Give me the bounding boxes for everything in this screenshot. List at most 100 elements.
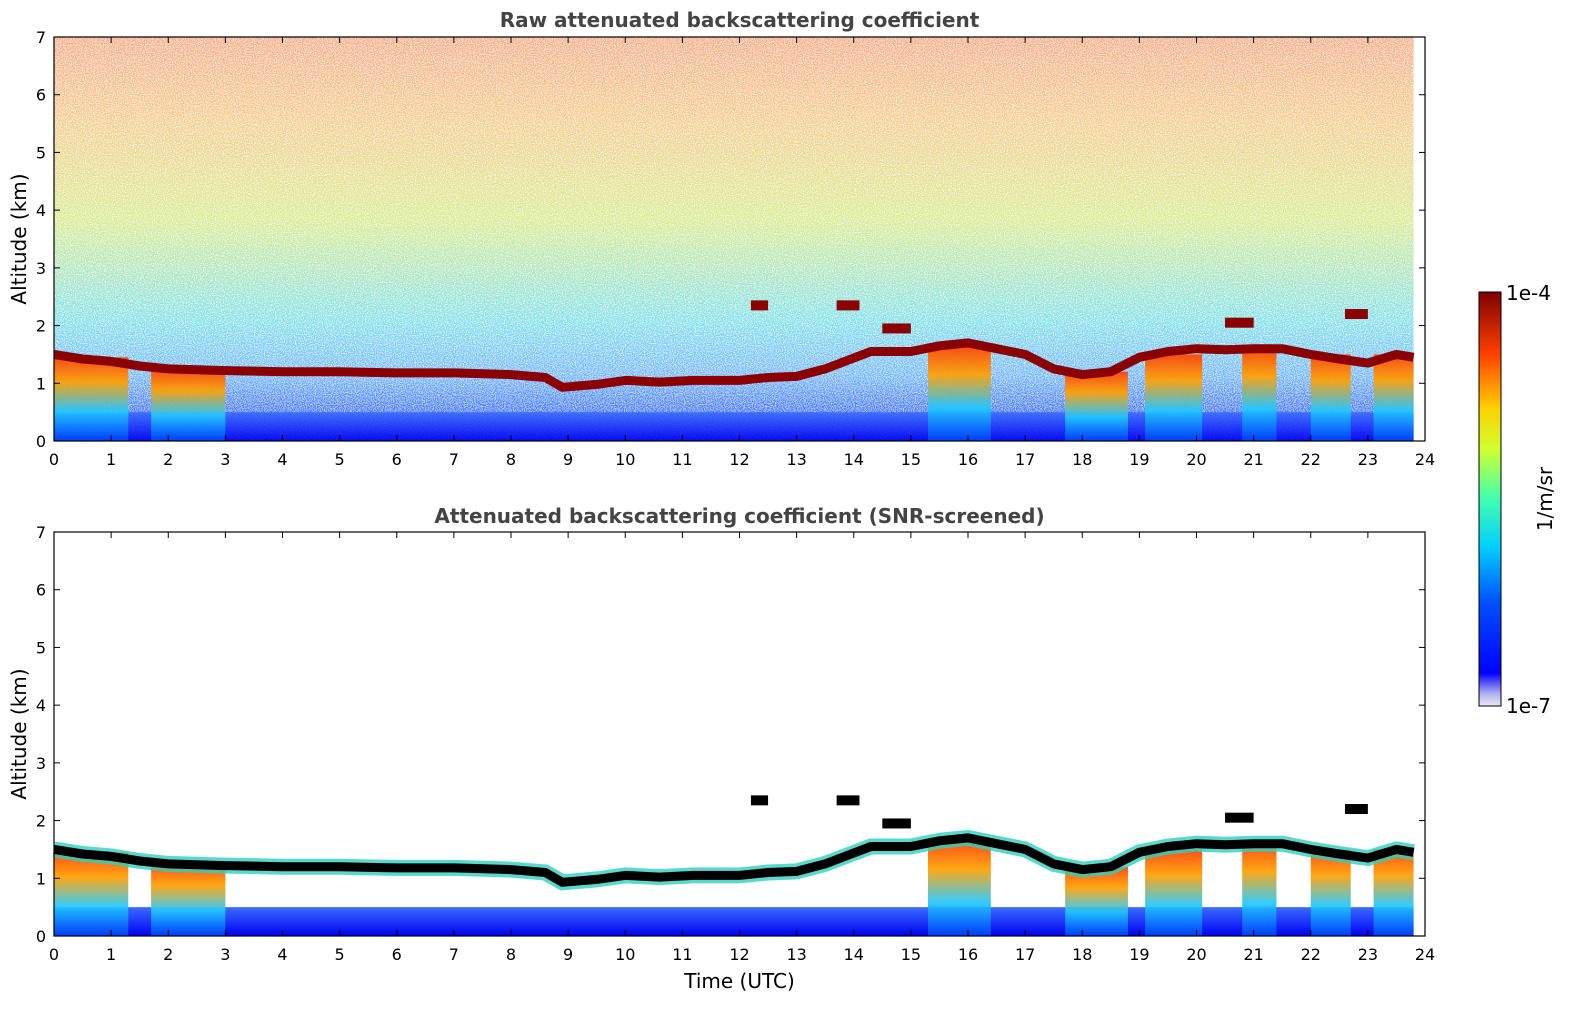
- panel-snr-screened: Attenuated backscattering coefficient (S…: [7, 504, 1435, 993]
- x-tick-label: 18: [1072, 945, 1092, 964]
- precipitation-streak: [1373, 354, 1414, 441]
- x-tick-label: 23: [1358, 945, 1378, 964]
- x-tick-label: 2: [163, 450, 173, 469]
- x-tick-label: 7: [449, 945, 459, 964]
- precipitation-streak: [1065, 866, 1128, 936]
- plot-area: [52, 532, 1425, 936]
- x-tick-label: 10: [615, 450, 635, 469]
- plot-area: [53, 37, 1415, 441]
- x-tick-label: 8: [506, 450, 516, 469]
- y-tick-label: 4: [36, 696, 46, 715]
- x-tick-label: 14: [844, 945, 864, 964]
- x-tick-label: 17: [1015, 450, 1035, 469]
- precipitation-streak: [151, 863, 226, 936]
- elevated-cloud: [882, 818, 911, 829]
- x-tick-label: 13: [786, 450, 806, 469]
- y-tick-label: 6: [36, 581, 46, 600]
- precipitation-streak: [151, 368, 226, 441]
- elevated-cloud: [1225, 812, 1254, 823]
- x-tick-label: 16: [958, 945, 978, 964]
- chart-title: Raw attenuated backscattering coefficien…: [500, 8, 980, 32]
- elevated-cloud: [750, 300, 769, 311]
- x-tick-label: 15: [901, 945, 921, 964]
- colorbar-gradient: [1478, 291, 1502, 707]
- chart-title: Attenuated backscattering coefficient (S…: [434, 504, 1044, 528]
- cloud-layer-line: [53, 833, 1415, 887]
- y-tick-label: 5: [36, 638, 46, 657]
- x-tick-label: 10: [615, 945, 635, 964]
- cloud-layer-line: [53, 338, 1415, 392]
- x-tick-label: 16: [958, 450, 978, 469]
- aerosol-layer: [54, 907, 1414, 936]
- x-tick-label: 6: [392, 945, 402, 964]
- precipitation-streak: [1145, 849, 1203, 936]
- axes: 0 1 2 3 4 5 6 7 8 9 10 11 12 13 14 15 16 17 18 19 20 21 22 23 24…: [36, 523, 1435, 964]
- precipitation-streak: [1242, 348, 1277, 441]
- y-tick-label: 1: [36, 869, 46, 888]
- x-tick-label: 21: [1243, 945, 1263, 964]
- y-axis-label: Altitude (km): [7, 668, 31, 799]
- precipitation-streak: [928, 345, 991, 441]
- x-axis-label: Time (UTC): [683, 969, 795, 993]
- x-tick-label: 24: [1415, 450, 1435, 469]
- elevated-cloud: [836, 300, 860, 311]
- precipitation-streak: [1145, 354, 1203, 441]
- x-tick-label: 5: [335, 945, 345, 964]
- x-tick-label: 1: [106, 450, 116, 469]
- x-tick-label: 11: [672, 945, 692, 964]
- precipitation-streak: [54, 357, 129, 441]
- x-tick-label: 0: [49, 450, 59, 469]
- y-tick-label: 6: [36, 86, 46, 105]
- y-tick-label: 5: [36, 143, 46, 162]
- x-tick-label: 14: [844, 450, 864, 469]
- x-tick-label: 0: [49, 945, 59, 964]
- precipitation-streak: [54, 852, 129, 936]
- x-tick-label: 24: [1415, 945, 1435, 964]
- x-tick-label: 9: [563, 450, 573, 469]
- x-tick-label: 23: [1358, 450, 1378, 469]
- x-tick-label: 20: [1186, 945, 1206, 964]
- precipitation-streak: [1373, 849, 1414, 936]
- x-tick-label: 9: [563, 945, 573, 964]
- precipitation-streak: [1065, 371, 1128, 441]
- y-tick-label: 3: [36, 754, 46, 773]
- x-tick-label: 7: [449, 450, 459, 469]
- y-tick-label: 7: [36, 28, 46, 47]
- x-tick-label: 15: [901, 450, 921, 469]
- x-tick-label: 3: [220, 945, 230, 964]
- x-tick-label: 18: [1072, 450, 1092, 469]
- elevated-cloud: [750, 795, 769, 806]
- precipitation-streak: [1310, 354, 1351, 441]
- x-tick-label: 19: [1129, 450, 1149, 469]
- x-tick-label: 21: [1243, 450, 1263, 469]
- x-tick-label: 20: [1186, 450, 1206, 469]
- y-tick-label: 4: [36, 201, 46, 220]
- precipitation-streak: [928, 840, 991, 936]
- x-tick-label: 22: [1301, 945, 1321, 964]
- x-tick-label: 5: [335, 450, 345, 469]
- x-tick-label: 1: [106, 945, 116, 964]
- y-tick-label: 2: [36, 317, 46, 336]
- x-tick-label: 11: [672, 450, 692, 469]
- elevated-cloud: [1345, 309, 1368, 320]
- x-tick-label: 4: [277, 945, 287, 964]
- panel-raw-backscatter: Raw attenuated backscattering coefficien…: [7, 8, 1435, 469]
- x-tick-label: 12: [729, 450, 749, 469]
- y-axis-label: Altitude (km): [7, 173, 31, 304]
- precipitation-streak: [1310, 849, 1351, 936]
- x-tick-label: 4: [277, 450, 287, 469]
- x-tick-label: 2: [163, 945, 173, 964]
- x-tick-label: 8: [506, 945, 516, 964]
- x-tick-label: 12: [729, 945, 749, 964]
- y-tick-label: 0: [36, 927, 46, 946]
- x-tick-label: 17: [1015, 945, 1035, 964]
- x-tick-label: 6: [392, 450, 402, 469]
- y-tick-label: 7: [36, 523, 46, 542]
- x-tick-label: 13: [786, 945, 806, 964]
- elevated-cloud: [836, 795, 860, 806]
- elevated-cloud: [882, 323, 911, 334]
- axes: 0 1 2 3 4 5 6 7 8 9 10 11 12 13 14 15 16 17 18 19 20 21 22 23 24…: [36, 28, 1435, 469]
- elevated-cloud: [1345, 804, 1368, 815]
- precipitation-streak: [1242, 843, 1277, 936]
